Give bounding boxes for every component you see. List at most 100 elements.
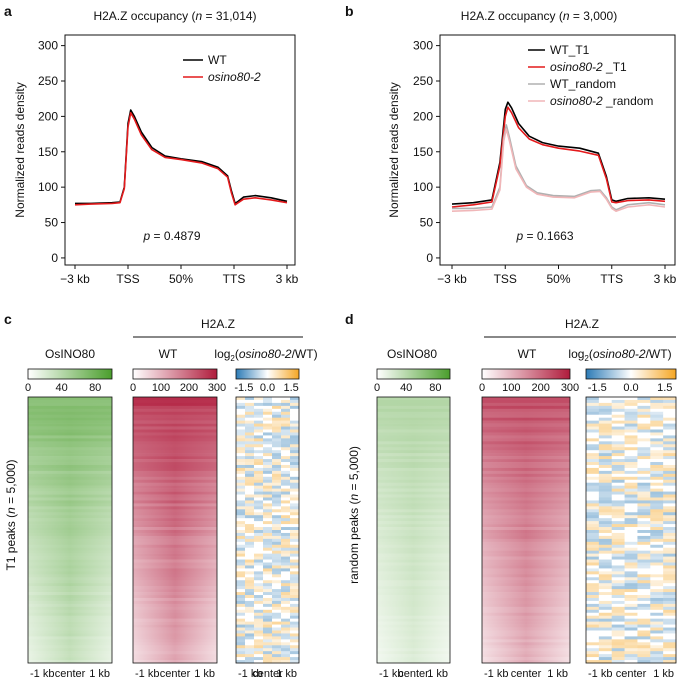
heatmap-cell <box>586 515 600 519</box>
heatmap-cell <box>637 494 651 498</box>
heatmap-row <box>482 571 570 575</box>
heatmap-row <box>377 642 450 646</box>
heatmap-cell <box>650 491 664 495</box>
heatmap-row <box>377 532 450 537</box>
heatmap-row <box>482 535 570 540</box>
heatmap-row <box>377 556 450 560</box>
heatmap-row <box>133 426 217 430</box>
heatmap-cell <box>598 417 613 421</box>
heatmap-cell <box>272 408 282 413</box>
heatmap-row <box>133 518 217 522</box>
heatmap-cell <box>281 485 291 489</box>
heatmap-row <box>133 609 217 614</box>
heatmap-cell <box>650 651 664 655</box>
heatmap-cell <box>254 556 264 560</box>
heatmap-cell <box>624 488 638 492</box>
heatmap-cell <box>586 618 600 622</box>
heatmap-cell <box>637 453 651 457</box>
heatmap-cell <box>663 447 677 451</box>
heatmap-row <box>482 597 570 602</box>
heatmap-row <box>133 657 217 661</box>
heatmap-cell <box>611 488 625 492</box>
heatmap-cell <box>281 595 291 599</box>
heatmap-cell <box>637 459 651 463</box>
heatmap-cell <box>637 648 651 652</box>
heatmap-cell <box>624 580 638 584</box>
heatmap-cell <box>263 595 273 599</box>
heatmap-row <box>377 470 450 475</box>
heatmap-cell <box>272 639 282 643</box>
colorbar-tick-label: 80 <box>429 382 441 394</box>
heatmap-cell <box>281 630 291 634</box>
heatmap-cell <box>290 550 300 554</box>
heatmap-cell <box>586 645 600 649</box>
heatmap-row <box>28 535 112 540</box>
heatmap-cell <box>663 444 677 448</box>
heatmap-cell <box>245 464 255 469</box>
heatmap-cell <box>254 405 264 410</box>
heatmap-row <box>133 447 217 451</box>
heatmap-cell <box>624 408 638 413</box>
heatmap-cell <box>281 470 291 475</box>
heatmap-cell <box>245 592 255 596</box>
heatmap-cell <box>624 559 638 563</box>
heatmap-cell <box>598 612 613 617</box>
heatmap-row <box>377 586 450 590</box>
heatmap-cell <box>254 447 264 451</box>
heatmap-cell <box>245 414 255 418</box>
heatmap-cell <box>290 532 300 537</box>
heatmap-cell <box>611 497 625 501</box>
heatmap-cell <box>263 530 273 534</box>
heatmap-cell <box>663 651 677 655</box>
heatmap-cell <box>245 571 255 575</box>
heatmap-row <box>133 580 217 584</box>
heatmap-cell <box>263 580 273 584</box>
heatmap-cell <box>254 470 264 475</box>
heatmap-cell <box>586 506 600 510</box>
heatmap-cell <box>650 462 664 466</box>
heatmap-cell <box>586 521 600 525</box>
heatmap-row <box>28 509 112 513</box>
heatmap-row <box>377 423 450 427</box>
heatmap-cell <box>263 618 273 622</box>
heatmap-row <box>377 408 450 413</box>
heatmap-cell <box>254 559 264 563</box>
x-tick-label: 50% <box>546 272 570 286</box>
heatmap-cell <box>637 609 651 614</box>
heatmap-cell <box>281 532 291 537</box>
heatmap-cell <box>236 654 246 658</box>
heatmap-cell <box>598 651 613 655</box>
legend-label-osino80: osino80-2 <box>208 70 261 84</box>
heatmap-cell <box>263 441 273 445</box>
heatmap-cell <box>272 609 282 614</box>
heatmap-cell <box>272 432 282 436</box>
x-tick-label: 3 kb <box>654 272 677 286</box>
heatmap-cell <box>611 500 625 504</box>
heatmap-cell <box>290 485 300 489</box>
heatmap-cell <box>236 553 246 557</box>
heatmap-cell <box>263 535 273 540</box>
heatmap-row <box>28 527 112 531</box>
heatmap-row <box>482 497 570 501</box>
heatmap-cell <box>650 506 664 510</box>
heatmap-cell <box>663 411 677 416</box>
heatmap-cell <box>624 482 638 486</box>
heatmap-cell <box>263 408 273 413</box>
heatmap-cell <box>598 642 613 646</box>
heatmap-cell <box>663 500 677 504</box>
heatmap-cell <box>650 612 664 617</box>
heatmap-cell <box>624 597 638 602</box>
plot-frame <box>439 34 676 266</box>
heatmap-cell <box>611 494 625 498</box>
heatmap-cell <box>598 600 613 605</box>
heatmap-cell <box>598 621 613 625</box>
heatmap-cell <box>598 624 613 628</box>
heatmap-cell <box>663 580 677 584</box>
heatmap-row <box>377 583 450 587</box>
heatmap-cell <box>272 470 282 475</box>
y-tick-label: 200 <box>413 109 433 123</box>
heatmap-cell <box>272 532 282 537</box>
heatmap-cell <box>624 595 638 599</box>
heatmap-cell <box>586 399 600 404</box>
